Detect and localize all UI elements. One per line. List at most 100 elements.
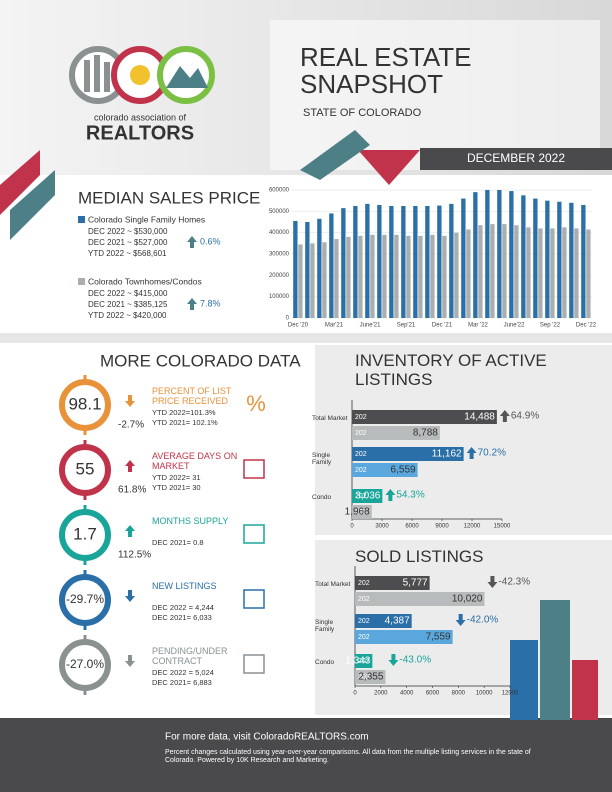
- stat-label: NEW LISTINGS: [152, 581, 217, 591]
- bar: [334, 239, 339, 318]
- bar-label: 8,788: [413, 428, 438, 439]
- bar-year: 202: [358, 674, 370, 681]
- bar-label: 2,355: [358, 672, 383, 683]
- buildings: [510, 600, 598, 720]
- bar: [473, 192, 478, 318]
- section-title: MORE COLORADO DATA: [100, 351, 301, 370]
- bar-label: 6,559: [391, 465, 416, 476]
- bar: [497, 190, 502, 318]
- bar: [382, 234, 387, 318]
- stat-detail: DEC 2021= 6,033: [152, 613, 212, 622]
- price-change: 7.8%: [200, 298, 221, 308]
- bar: [454, 232, 459, 318]
- x-tick-label: 8000: [452, 691, 466, 697]
- stat-change: -2.7%: [118, 420, 144, 431]
- stat-icon: [243, 459, 265, 479]
- group-label: Single Family: [312, 452, 332, 467]
- stat-ring: [59, 379, 111, 431]
- bar: [394, 234, 399, 318]
- stat-change: 61.8%: [118, 485, 146, 496]
- footer-note: Percent changes calculated using year-ov…: [165, 749, 531, 764]
- stat-detail: DEC 2021= 6,883: [152, 678, 212, 687]
- date: DECEMBER 2022: [467, 151, 565, 165]
- bar-label: 5,777: [403, 578, 428, 589]
- bar: [329, 213, 334, 318]
- bar: [406, 235, 411, 318]
- bar: [341, 208, 346, 318]
- subtitle: STATE OF COLORADO: [303, 107, 422, 119]
- bar: [466, 229, 471, 318]
- legend-label: Colorado Townhomes/Condos: [88, 276, 202, 286]
- bar-label: 1,343: [345, 656, 370, 667]
- x-tick-label: 12000: [502, 691, 519, 697]
- bar: [526, 227, 531, 318]
- bar: [389, 206, 394, 318]
- stat-icon: %: [246, 391, 266, 416]
- deco-mid: [300, 130, 370, 180]
- bar-year: 202: [355, 509, 367, 516]
- x-tick-label: 10000: [476, 691, 493, 697]
- bar-label: 4,387: [385, 616, 410, 627]
- bar-year: 202: [355, 451, 367, 458]
- x-tick-label: 2000: [374, 691, 388, 697]
- section-title: SOLD LISTINGS: [355, 547, 484, 566]
- y-tick-label: 100000: [269, 294, 290, 300]
- stat-change: 112.5%: [118, 550, 151, 561]
- bar: [355, 654, 373, 668]
- x-tick-label: 6000: [426, 691, 440, 697]
- bar: [502, 224, 507, 318]
- y-tick-label: 0: [286, 316, 290, 322]
- bar: [352, 505, 372, 519]
- bar: [442, 235, 447, 318]
- bar: [461, 198, 466, 318]
- y-tick-label: 400000: [269, 230, 290, 236]
- price-line: YTD 2022 ~ $420,000: [88, 311, 167, 320]
- bar: [545, 200, 550, 318]
- logo: [69, 46, 215, 104]
- bar: [352, 447, 464, 461]
- stat-detail: DEC 2022 = 4,244: [152, 603, 214, 612]
- group-label: Total Market: [312, 415, 348, 422]
- bar: [305, 222, 310, 318]
- x-tick-label: June'21: [360, 323, 381, 329]
- bar: [310, 243, 315, 318]
- y-tick-label: 500000: [269, 209, 290, 215]
- org: REALTORS: [86, 122, 194, 144]
- group-change: 64.9%: [511, 411, 539, 422]
- price-line: DEC 2021 ~ $385,125: [88, 300, 168, 309]
- bar: [430, 234, 435, 318]
- bar: [401, 206, 406, 318]
- bar: [490, 224, 495, 318]
- bar: [449, 203, 454, 318]
- deco-left: [0, 150, 40, 215]
- group-label: Condo: [312, 494, 332, 501]
- x-tick-label: 12000: [464, 524, 481, 530]
- bar-year: 202: [358, 580, 370, 587]
- y-tick-label: 200000: [269, 273, 290, 279]
- x-tick-label: Dec '20: [288, 323, 309, 329]
- bar: [352, 426, 440, 440]
- change-arrow: [466, 447, 477, 459]
- bar: [521, 195, 526, 318]
- bar: [355, 614, 412, 628]
- stat-detail: YTD 2021= 30: [152, 483, 201, 492]
- bar: [322, 242, 327, 318]
- bar: [293, 220, 298, 318]
- group-change: 54.3%: [396, 490, 424, 501]
- bar-label: 3,036: [355, 491, 380, 502]
- deco-left: [10, 170, 55, 240]
- divider: [0, 333, 612, 343]
- x-tick-label: 6000: [405, 524, 419, 530]
- legend-label: Colorado Single Family Homes: [88, 214, 205, 224]
- bar: [538, 228, 543, 318]
- stat-icon: [243, 654, 265, 674]
- x-tick-label: Dec '22: [576, 323, 597, 329]
- stat-value: -27.0%: [66, 657, 104, 671]
- bar: [533, 198, 538, 318]
- stat-value: 55: [76, 459, 95, 478]
- stat-ring: [59, 574, 111, 626]
- x-tick-label: 0: [353, 691, 357, 697]
- stat-icon: [243, 589, 265, 609]
- x-tick-label: Dec '21: [432, 323, 453, 329]
